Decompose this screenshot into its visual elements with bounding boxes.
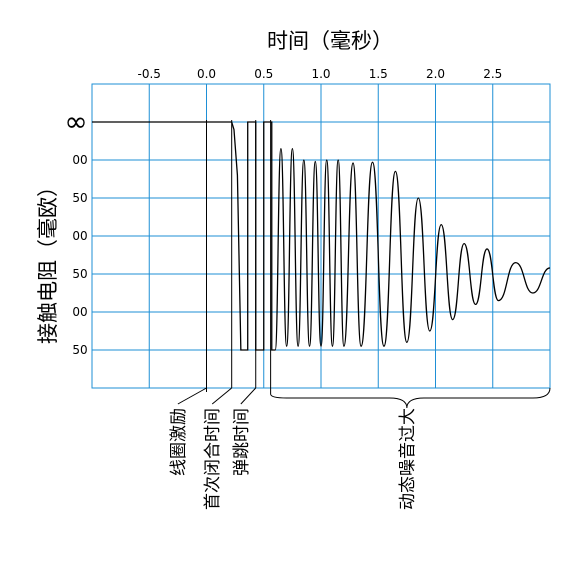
y-tick-label: 00	[72, 305, 87, 319]
x-tick-label: 0.5	[254, 67, 273, 81]
y-tick-label: 50	[72, 191, 87, 205]
annotation-label: 动态噪音过大	[398, 408, 418, 510]
leader	[240, 387, 257, 405]
annotations: 线圈激励 首次闭合时间 弹跳时间 动态噪音过大	[169, 120, 551, 510]
y-tick-label: 50	[72, 267, 87, 281]
annotation-label: 线圈激励	[169, 408, 189, 476]
y-tick-label: 50	[72, 343, 87, 357]
x-axis-title: 时间（毫秒）	[267, 29, 393, 53]
annotation-label: 首次闭合时间	[203, 408, 223, 510]
x-tick-label: -0.5	[138, 67, 161, 81]
x-tick-label: 2.0	[426, 67, 445, 81]
y-tick-label: 00	[72, 153, 87, 167]
y-tick-label: 00	[72, 229, 87, 243]
leader	[177, 387, 207, 405]
x-tick-label: 1.5	[369, 67, 388, 81]
annotation-label: 弹跳时间	[232, 408, 252, 476]
y-axis-title: 接触电阻（毫欧）	[36, 176, 60, 344]
x-tick-labels: -0.5 0.0 0.5 1.0 1.5 2.0 2.5	[138, 67, 503, 81]
plot-grid	[91, 83, 551, 389]
y-tick-labels: ∞ 00 50 00 50 00 50	[64, 105, 87, 357]
x-tick-label: 1.0	[311, 67, 330, 81]
series-lines	[92, 121, 551, 351]
x-tick-label: 2.5	[483, 67, 502, 81]
x-tick-label: 0.0	[197, 67, 216, 81]
series-line	[92, 121, 551, 351]
leader	[211, 387, 233, 405]
bracket	[270, 387, 551, 409]
y-tick-label: ∞	[64, 105, 87, 138]
